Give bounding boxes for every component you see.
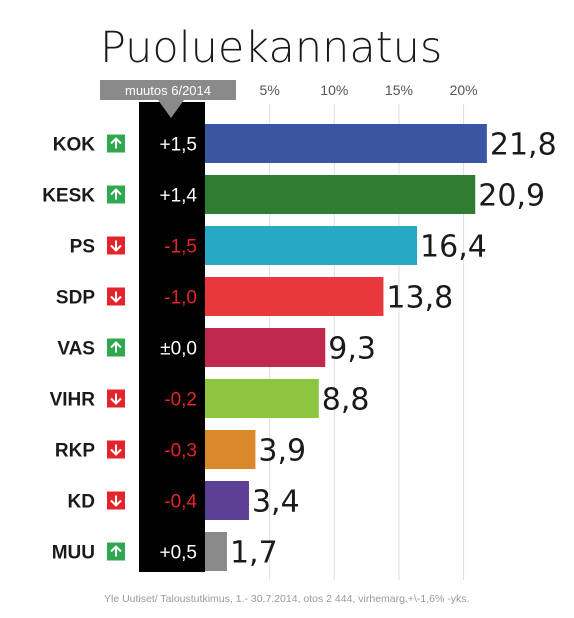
party-label: SDP (56, 288, 95, 309)
party-row: KD -0,4 3,4 (68, 481, 300, 520)
arrow-up-icon (107, 542, 125, 561)
change-value: -1,5 (164, 237, 197, 258)
x-tick-labels: 5% 10% 15% 20% (260, 82, 478, 98)
party-row: KESK +1,4 20,9 (42, 175, 545, 214)
arrow-down-icon (107, 440, 125, 459)
bar (205, 175, 476, 214)
bar (205, 430, 256, 469)
bar (205, 226, 418, 265)
value-label: 21,8 (490, 128, 557, 163)
chart-title: Puoluekannatus (100, 23, 442, 73)
source-note: Yle Uutiset/ Taloustutkimus, 1.- 30.7.20… (104, 593, 469, 605)
change-value: -0,3 (164, 441, 197, 462)
value-label: 8,8 (322, 383, 370, 418)
arrow-down-icon (107, 236, 125, 255)
party-label: RKP (55, 441, 95, 462)
arrow-up-icon (107, 185, 125, 204)
arrow-up-icon (107, 134, 125, 153)
change-header: muutos 6/2014 (125, 83, 211, 98)
party-label: KD (68, 492, 95, 513)
value-label: 13,8 (386, 281, 453, 316)
x-tick-label: 5% (260, 82, 280, 98)
party-label: KOK (53, 135, 96, 156)
value-label: 3,9 (258, 434, 306, 469)
arrow-down-icon (107, 389, 125, 408)
bar (205, 328, 326, 367)
bar (205, 277, 384, 316)
value-label: 9,3 (328, 332, 376, 367)
x-tick-label: 10% (320, 82, 348, 98)
party-label: PS (70, 237, 95, 258)
change-value: -0,2 (164, 390, 197, 411)
party-row: SDP -1,0 13,8 (56, 277, 453, 316)
party-row: MUU +0,5 1,7 (52, 532, 278, 571)
change-value: +1,4 (159, 186, 197, 207)
x-tick-label: 15% (385, 82, 413, 98)
arrow-down-icon (107, 287, 125, 306)
party-label: KESK (42, 186, 95, 207)
party-row: KOK +1,5 21,8 (53, 124, 557, 163)
change-value: -1,0 (164, 288, 197, 309)
bar (205, 481, 249, 520)
value-label: 16,4 (420, 230, 487, 265)
change-value: +1,5 (159, 135, 197, 156)
arrow-up-icon (107, 338, 125, 357)
party-label: VAS (57, 339, 95, 360)
change-value: +0,5 (159, 543, 197, 564)
bar (205, 532, 227, 571)
change-header-pointer (158, 100, 184, 118)
value-label: 3,4 (252, 485, 300, 520)
change-header-box (100, 80, 236, 100)
party-row: PS -1,5 16,4 (70, 226, 487, 265)
value-label: 1,7 (230, 536, 278, 571)
value-label: 20,9 (478, 179, 545, 214)
party-rows: KOK +1,5 21,8 KESK +1,4 20,9 PS -1,5 16,4 SDP -1,0… (42, 124, 557, 571)
x-tick-label: 20% (450, 82, 478, 98)
bar (205, 124, 487, 163)
change-column (139, 102, 205, 572)
bar (205, 379, 319, 418)
party-row: VAS ±0,0 9,3 (57, 328, 376, 367)
change-value: -0,4 (164, 492, 197, 513)
arrow-down-icon (107, 491, 125, 510)
party-row: VIHR -0,2 8,8 (50, 379, 370, 418)
party-label: MUU (52, 543, 95, 564)
change-value: ±0,0 (160, 339, 197, 360)
party-label: VIHR (50, 390, 96, 411)
party-row: RKP -0,3 3,9 (55, 430, 306, 469)
